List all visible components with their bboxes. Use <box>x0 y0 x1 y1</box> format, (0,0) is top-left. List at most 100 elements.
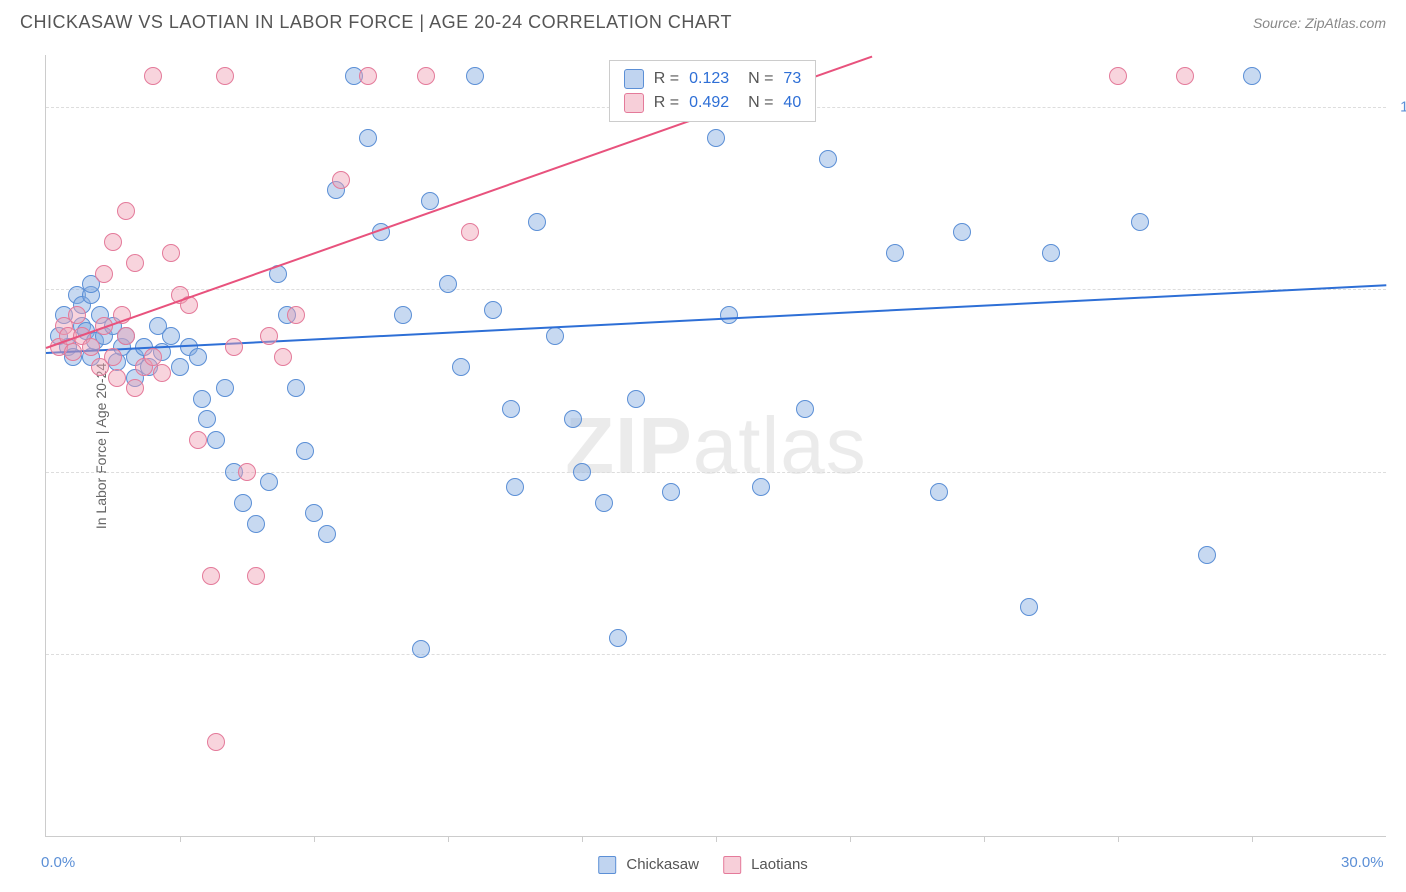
data-point <box>198 410 216 428</box>
x-tick <box>850 836 851 842</box>
trendline <box>46 284 1386 354</box>
x-tick <box>984 836 985 842</box>
legend-row-chickasaw: R = 0.123 N = 73 <box>624 67 801 91</box>
y-tick-label: 65.0% <box>1391 463 1406 480</box>
data-point <box>247 567 265 585</box>
data-point <box>564 410 582 428</box>
data-point <box>82 338 100 356</box>
y-axis-label: In Labor Force | Age 20-24 <box>93 362 109 528</box>
data-point <box>1042 244 1060 262</box>
legend-item-laotians: Laotians <box>723 856 808 874</box>
data-point <box>117 202 135 220</box>
data-point <box>359 67 377 85</box>
data-point <box>207 733 225 751</box>
x-tick <box>1118 836 1119 842</box>
legend-swatch-laotians <box>723 856 741 874</box>
data-point <box>707 129 725 147</box>
data-point <box>595 494 613 512</box>
data-point <box>573 463 591 481</box>
data-point <box>930 483 948 501</box>
data-point <box>359 129 377 147</box>
x-tick-label: 30.0% <box>1341 854 1384 871</box>
legend-item-chickasaw: Chickasaw <box>598 856 699 874</box>
legend-swatch-chickasaw <box>598 856 616 874</box>
data-point <box>439 275 457 293</box>
data-point <box>247 515 265 533</box>
data-point <box>207 431 225 449</box>
data-point <box>216 379 234 397</box>
data-point <box>126 254 144 272</box>
data-point <box>502 400 520 418</box>
grid-line <box>46 289 1386 290</box>
data-point <box>662 483 680 501</box>
data-point <box>461 223 479 241</box>
data-point <box>796 400 814 418</box>
data-point <box>546 327 564 345</box>
data-point <box>260 327 278 345</box>
data-point <box>104 348 122 366</box>
data-point <box>234 494 252 512</box>
data-point <box>1109 67 1127 85</box>
grid-line <box>46 654 1386 655</box>
scatter-chart: In Labor Force | Age 20-24 ZIPatlas R = … <box>45 55 1386 837</box>
legend-swatch-blue <box>624 69 644 89</box>
data-point <box>117 327 135 345</box>
watermark: ZIPatlas <box>565 400 866 492</box>
data-point <box>394 306 412 324</box>
x-tick-label: 0.0% <box>41 854 75 871</box>
data-point <box>95 265 113 283</box>
data-point <box>627 390 645 408</box>
data-point <box>64 343 82 361</box>
data-point <box>126 379 144 397</box>
data-point <box>752 478 770 496</box>
x-tick <box>582 836 583 842</box>
data-point <box>260 473 278 491</box>
data-point <box>296 442 314 460</box>
data-point <box>274 348 292 366</box>
data-point <box>421 192 439 210</box>
data-point <box>287 379 305 397</box>
chart-source: Source: ZipAtlas.com <box>1253 15 1386 31</box>
data-point <box>332 171 350 189</box>
correlation-legend: R = 0.123 N = 73 R = 0.492 N = 40 <box>609 60 816 122</box>
data-point <box>1198 546 1216 564</box>
x-tick <box>716 836 717 842</box>
x-tick <box>448 836 449 842</box>
chart-title: CHICKASAW VS LAOTIAN IN LABOR FORCE | AG… <box>20 12 732 33</box>
data-point <box>466 67 484 85</box>
data-point <box>144 67 162 85</box>
data-point <box>162 244 180 262</box>
data-point <box>417 67 435 85</box>
data-point <box>305 504 323 522</box>
chart-header: CHICKASAW VS LAOTIAN IN LABOR FORCE | AG… <box>0 0 1406 41</box>
y-tick-label: 82.5% <box>1391 281 1406 298</box>
data-point <box>886 244 904 262</box>
data-point <box>68 306 86 324</box>
data-point <box>189 348 207 366</box>
data-point <box>189 431 207 449</box>
data-point <box>225 338 243 356</box>
x-tick <box>180 836 181 842</box>
data-point <box>720 306 738 324</box>
data-point <box>819 150 837 168</box>
y-tick-label: 47.5% <box>1391 645 1406 662</box>
data-point <box>318 525 336 543</box>
data-point <box>162 327 180 345</box>
data-point <box>202 567 220 585</box>
legend-swatch-pink <box>624 93 644 113</box>
data-point <box>287 306 305 324</box>
data-point <box>1131 213 1149 231</box>
x-tick <box>314 836 315 842</box>
data-point <box>953 223 971 241</box>
data-point <box>216 67 234 85</box>
x-tick <box>1252 836 1253 842</box>
data-point <box>171 358 189 376</box>
data-point <box>238 463 256 481</box>
data-point <box>108 369 126 387</box>
data-point <box>1020 598 1038 616</box>
data-point <box>484 301 502 319</box>
data-point <box>412 640 430 658</box>
data-point <box>1176 67 1194 85</box>
legend-row-laotians: R = 0.492 N = 40 <box>624 91 801 115</box>
data-point <box>104 233 122 251</box>
